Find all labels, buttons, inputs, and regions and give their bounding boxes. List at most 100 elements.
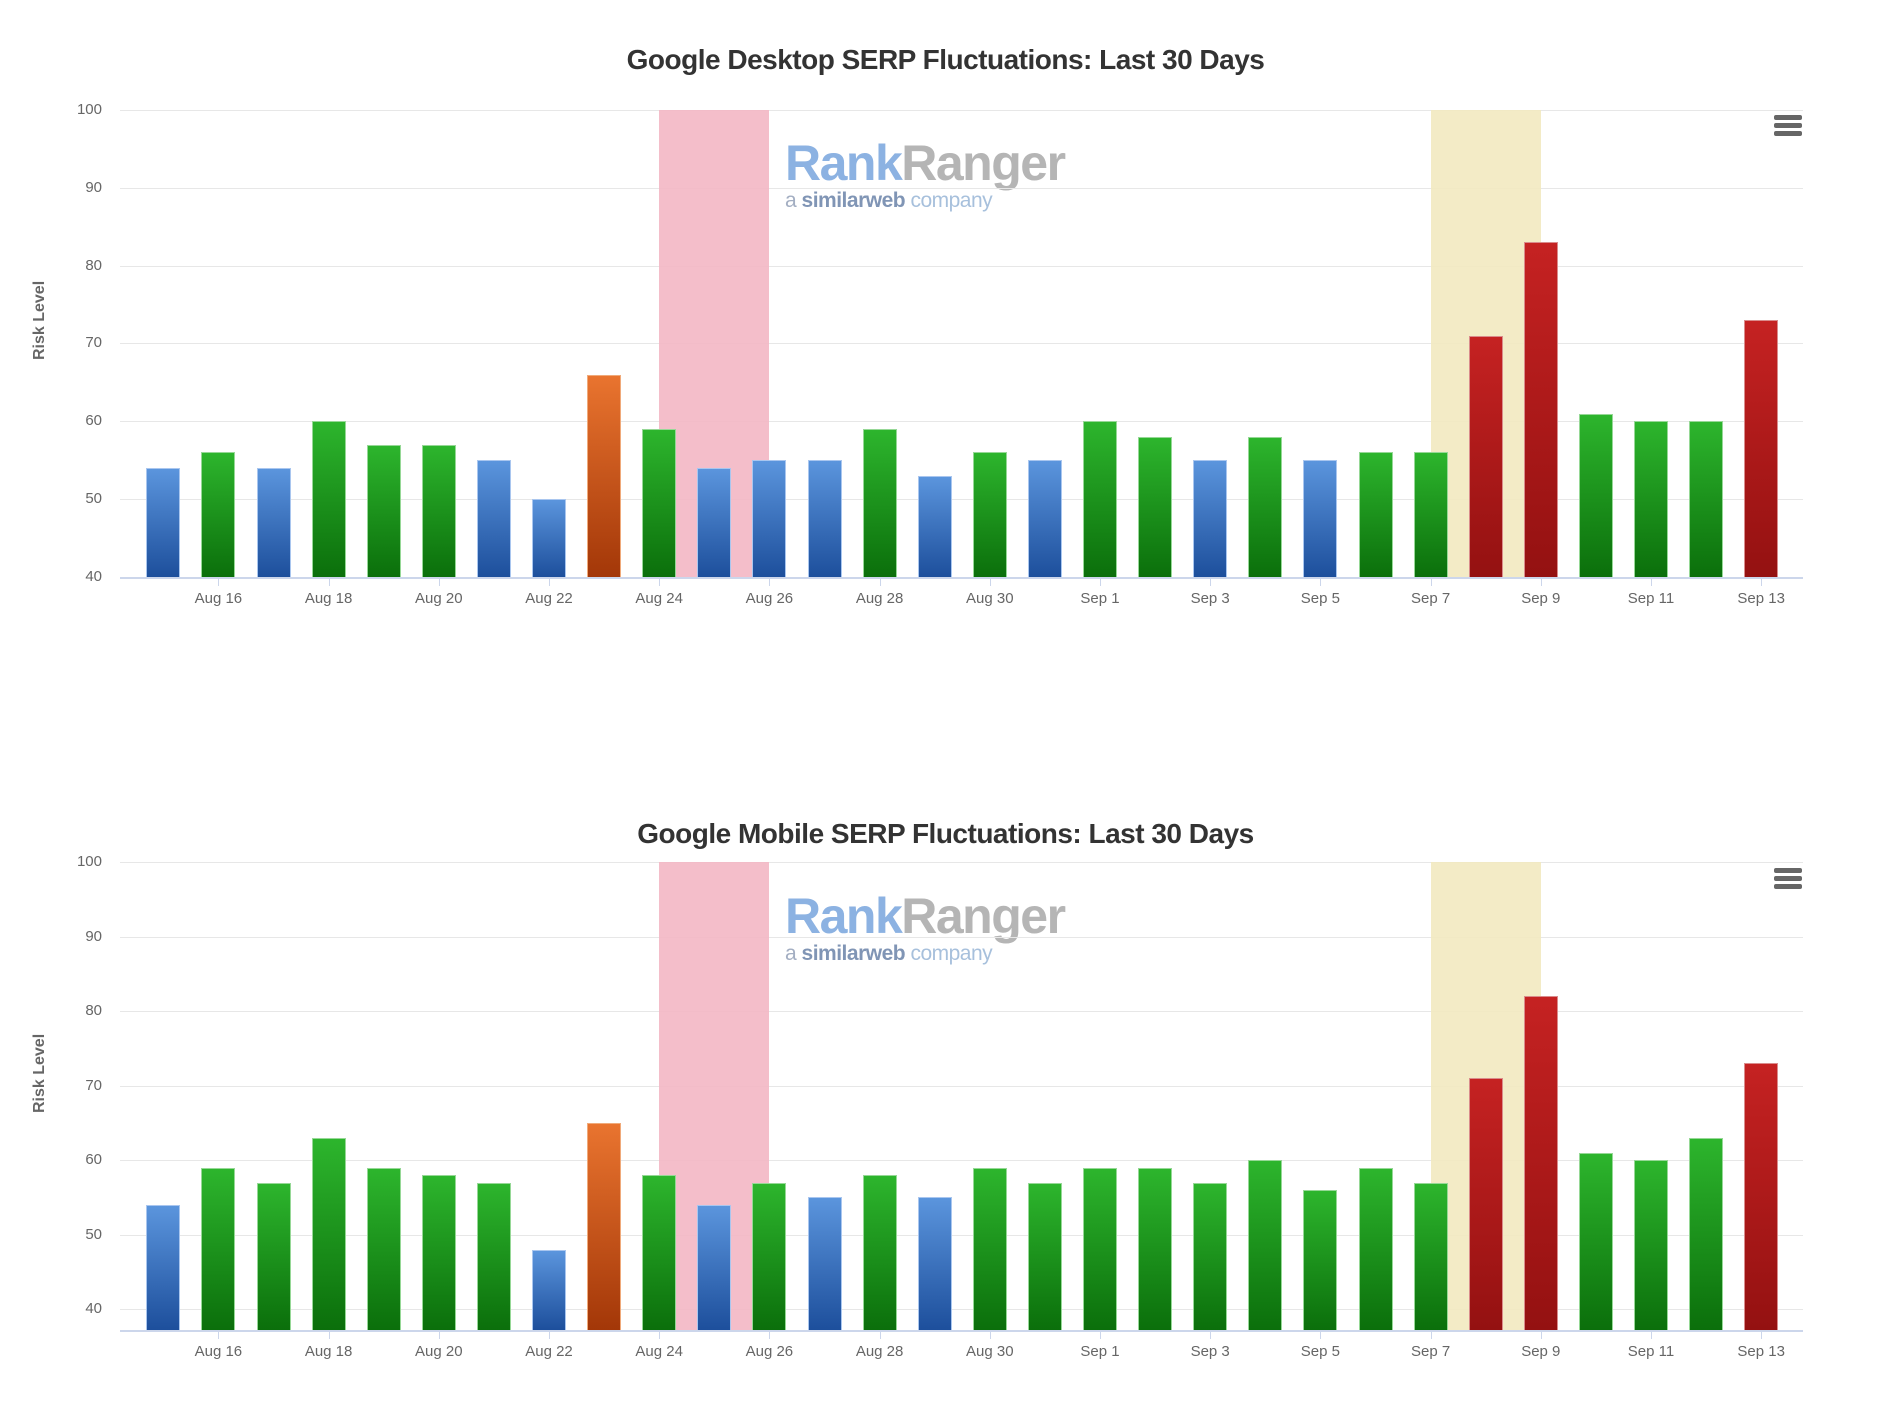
bar-aug-26[interactable]	[752, 1182, 787, 1330]
bar-sep-13[interactable]	[1744, 1063, 1779, 1330]
bar-aug-15[interactable]	[146, 468, 181, 577]
y-tick-label: 40	[85, 1300, 102, 1318]
x-tick-mark	[1100, 1332, 1101, 1339]
bar-aug-29[interactable]	[917, 475, 952, 577]
bar-sep-7[interactable]	[1413, 1182, 1448, 1330]
bar-aug-27[interactable]	[807, 460, 842, 577]
y-tick-label: 80	[85, 256, 102, 274]
bar-sep-4[interactable]	[1248, 436, 1283, 577]
bar-aug-31[interactable]	[1027, 460, 1062, 577]
bar-sep-7[interactable]	[1413, 452, 1448, 577]
bar-sep-12[interactable]	[1689, 1137, 1724, 1330]
bar-aug-25[interactable]	[697, 1204, 732, 1330]
y-tick-label: 60	[85, 1151, 102, 1169]
bar-aug-17[interactable]	[256, 468, 291, 577]
bar-aug-30[interactable]	[972, 452, 1007, 577]
bar-aug-30[interactable]	[972, 1167, 1007, 1330]
x-axis-line	[120, 577, 1803, 579]
bar-aug-31[interactable]	[1027, 1182, 1062, 1330]
x-tick-mark	[1100, 579, 1101, 586]
x-tick-mark	[989, 579, 991, 586]
y-gridline	[120, 265, 1803, 267]
bar-aug-28[interactable]	[862, 1175, 897, 1330]
x-tick-mark	[1761, 579, 1763, 586]
x-tick-label: Aug 16	[194, 590, 243, 607]
bar-sep-10[interactable]	[1578, 413, 1613, 577]
y-tick-label: 50	[85, 490, 102, 508]
bar-aug-20[interactable]	[421, 444, 456, 577]
chart-title: Google Mobile SERP Fluctuations: Last 30…	[637, 818, 1254, 849]
x-tick-mark	[989, 1332, 991, 1339]
bar-aug-25[interactable]	[697, 468, 732, 577]
x-tick-label: Aug 16	[194, 1343, 243, 1360]
x-tick-label: Sep 7	[1410, 590, 1451, 607]
bar-sep-2[interactable]	[1138, 436, 1173, 577]
bar-sep-3[interactable]	[1193, 460, 1228, 577]
bar-sep-1[interactable]	[1083, 421, 1117, 577]
x-tick-mark	[1430, 579, 1432, 586]
x-tick-mark	[879, 579, 881, 586]
x-tick-label: Sep 3	[1190, 1343, 1230, 1360]
x-tick-label: Sep 7	[1410, 1343, 1451, 1360]
x-tick-label: Aug 18	[304, 590, 353, 607]
hamburger-icon	[1774, 123, 1802, 128]
x-tick-mark	[218, 1332, 220, 1339]
bar-aug-19[interactable]	[366, 1167, 401, 1330]
x-tick-label: Sep 13	[1737, 1343, 1785, 1360]
x-tick-label: Sep 9	[1521, 1343, 1561, 1360]
bar-aug-16[interactable]	[201, 1167, 236, 1330]
bar-sep-2[interactable]	[1138, 1167, 1173, 1330]
x-tick-mark	[549, 1332, 550, 1339]
bar-sep-6[interactable]	[1358, 452, 1393, 577]
chart-context-menu-button[interactable]	[1774, 868, 1802, 890]
bar-aug-29[interactable]	[917, 1197, 952, 1330]
bar-sep-1[interactable]	[1083, 1167, 1117, 1330]
bar-sep-11[interactable]	[1634, 421, 1668, 577]
bar-aug-15[interactable]	[146, 1204, 181, 1330]
x-tick-label: Aug 28	[855, 590, 904, 607]
bar-aug-24[interactable]	[642, 1175, 677, 1330]
bar-sep-5[interactable]	[1303, 460, 1338, 577]
y-tick-label: 90	[85, 927, 102, 945]
x-tick-label: Aug 26	[745, 590, 794, 607]
bar-aug-18[interactable]	[311, 421, 346, 577]
bar-aug-17[interactable]	[256, 1182, 291, 1330]
bar-aug-19[interactable]	[366, 444, 401, 577]
bar-sep-9[interactable]	[1523, 996, 1558, 1330]
bar-aug-21[interactable]	[476, 460, 511, 577]
bar-sep-8[interactable]	[1468, 335, 1503, 577]
x-tick-mark	[438, 1332, 440, 1339]
bar-sep-3[interactable]	[1193, 1182, 1228, 1330]
x-tick-mark	[1540, 1332, 1542, 1339]
chart-title: Google Desktop SERP Fluctuations: Last 3…	[626, 44, 1265, 75]
bar-sep-5[interactable]	[1303, 1189, 1338, 1330]
y-gridline	[120, 1011, 1803, 1013]
similarweb-tagline: a similarweb company	[785, 942, 993, 965]
bar-aug-28[interactable]	[862, 429, 897, 577]
rankranger-logo-text: RankRanger	[785, 888, 1066, 944]
bar-aug-22[interactable]	[532, 499, 566, 577]
bar-sep-12[interactable]	[1689, 421, 1724, 577]
bar-aug-22[interactable]	[532, 1249, 566, 1330]
x-tick-mark	[438, 579, 440, 586]
chart-context-menu-button[interactable]	[1774, 115, 1802, 137]
bar-aug-20[interactable]	[421, 1175, 456, 1330]
bar-aug-23[interactable]	[587, 1122, 622, 1330]
bar-sep-13[interactable]	[1744, 320, 1779, 577]
bar-sep-6[interactable]	[1358, 1167, 1393, 1330]
hamburger-icon	[1774, 115, 1802, 120]
bar-aug-27[interactable]	[807, 1197, 842, 1330]
bar-aug-26[interactable]	[752, 460, 787, 577]
bar-aug-16[interactable]	[201, 452, 236, 577]
bar-sep-10[interactable]	[1578, 1152, 1613, 1330]
bar-sep-8[interactable]	[1468, 1078, 1503, 1330]
bar-aug-23[interactable]	[587, 374, 622, 577]
y-tick-label: 100	[76, 853, 102, 871]
bar-aug-24[interactable]	[642, 429, 677, 577]
bar-sep-9[interactable]	[1523, 242, 1558, 577]
bar-sep-4[interactable]	[1248, 1160, 1283, 1330]
bar-aug-18[interactable]	[311, 1137, 346, 1330]
bar-aug-21[interactable]	[476, 1182, 511, 1330]
x-tick-mark	[1761, 1332, 1763, 1339]
bar-sep-11[interactable]	[1634, 1160, 1668, 1330]
